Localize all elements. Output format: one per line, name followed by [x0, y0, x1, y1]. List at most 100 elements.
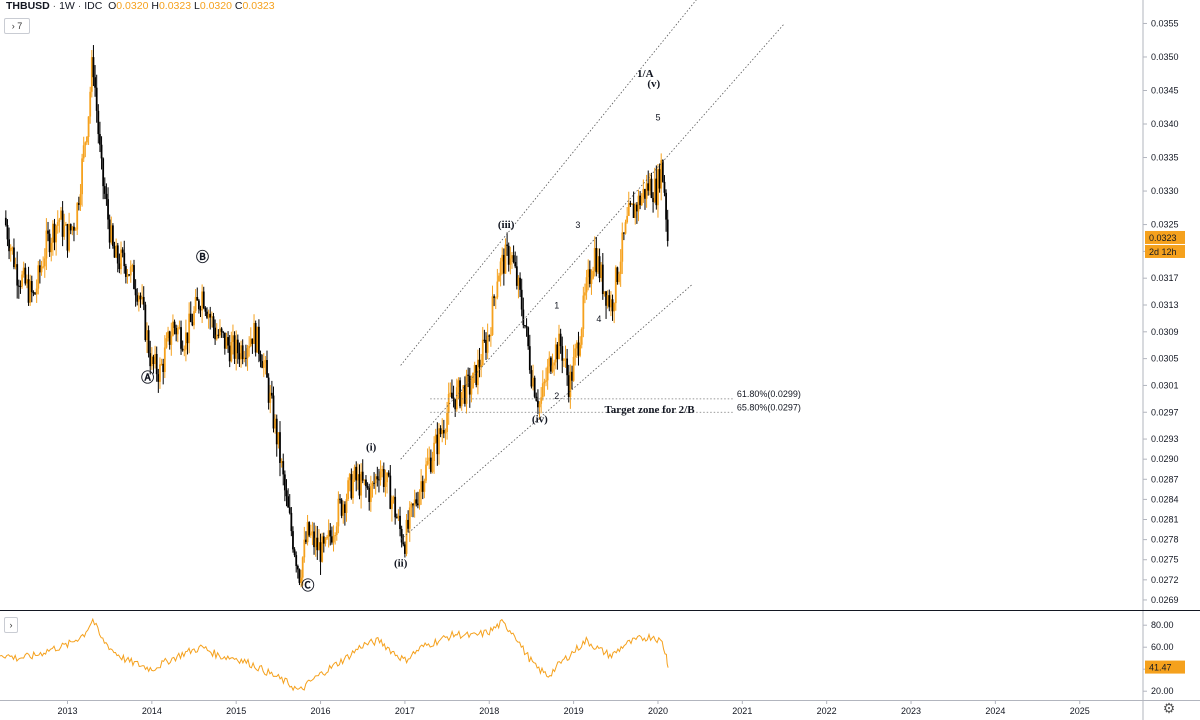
- time-tick-label: 2015: [226, 706, 246, 716]
- candle-body: [416, 503, 419, 506]
- candle-body: [597, 256, 599, 273]
- candle-body: [446, 412, 448, 432]
- separator: ·: [77, 0, 82, 12]
- candle-body: [306, 522, 309, 543]
- candle-body: [373, 482, 375, 484]
- candle-body: [261, 361, 264, 368]
- candle-body: [564, 358, 567, 360]
- candle-body: [277, 432, 280, 445]
- candle-body: [441, 429, 444, 435]
- candle-body: [301, 557, 304, 578]
- candle-body: [428, 457, 431, 462]
- candle-body: [340, 499, 343, 516]
- candle-body: [504, 244, 507, 274]
- candle-body: [270, 392, 273, 396]
- candle-body: [361, 471, 364, 481]
- price-tick-label: 0.0309: [1151, 327, 1179, 337]
- low-key: L: [193, 0, 200, 12]
- candle-body: [324, 538, 327, 544]
- price-tick-label: 0.0330: [1151, 186, 1179, 196]
- price-tick-label: 0.0313: [1151, 300, 1179, 310]
- candle-body: [452, 398, 455, 400]
- wave-label: Ⓑ: [196, 249, 209, 264]
- candle-body: [405, 519, 408, 554]
- candle-body: [264, 360, 267, 363]
- candle-body: [43, 258, 46, 267]
- candle-body: [590, 278, 593, 284]
- candle-body: [665, 192, 667, 220]
- candle-body: [619, 261, 622, 275]
- candle-body: [126, 274, 129, 277]
- price-tick-label: 0.0269: [1151, 595, 1179, 605]
- candle-body: [6, 225, 9, 240]
- candle-body: [658, 169, 661, 189]
- candle-body: [517, 277, 520, 286]
- indicator-pane[interactable]: [0, 617, 669, 692]
- candle-body: [434, 434, 437, 443]
- candle-body: [35, 288, 38, 295]
- candle-body: [358, 474, 361, 496]
- candle-body: [207, 313, 210, 318]
- low-value: 0.0320: [199, 0, 232, 12]
- candle-body: [159, 364, 161, 382]
- chevron-right-icon: ›: [11, 21, 15, 31]
- candle-body: [335, 526, 338, 536]
- candle-body: [280, 461, 283, 463]
- candle-body: [410, 503, 413, 508]
- candle-body: [491, 296, 494, 335]
- candle-body: [82, 145, 85, 159]
- candle-body: [318, 542, 320, 551]
- candle-body: [381, 469, 384, 472]
- settings-gear-icon[interactable]: ⚙: [1162, 700, 1176, 716]
- countdown-label: 2d 12h: [1149, 247, 1177, 257]
- close-value: 0.0323: [242, 0, 275, 12]
- candle-body: [470, 388, 473, 395]
- price-pane[interactable]: 61.80%(0.0299) 65.80%(0.0297) Target zone …: [4, 0, 801, 593]
- candle-body: [209, 313, 212, 318]
- candle-body: [339, 498, 341, 500]
- rsi-line[interactable]: [0, 617, 669, 692]
- symbol-label[interactable]: THBUSD: [6, 0, 50, 12]
- candle-body: [282, 461, 285, 475]
- candle-body: [246, 348, 249, 359]
- candle-body: [254, 323, 257, 353]
- candle-body: [334, 535, 337, 537]
- candle-body: [509, 258, 512, 265]
- time-tick-label: 2025: [1070, 706, 1090, 716]
- candle-body: [227, 337, 229, 346]
- time-tick-label: 2013: [57, 706, 77, 716]
- candle-body: [631, 203, 633, 205]
- candle-body: [97, 110, 100, 135]
- candle-body: [342, 504, 345, 516]
- candle-body: [89, 91, 92, 117]
- candle-body: [519, 277, 521, 290]
- candle-body: [136, 295, 139, 302]
- candle-body: [202, 291, 205, 309]
- candle-body: [554, 344, 557, 363]
- candle-body: [128, 274, 131, 276]
- candle-body: [272, 395, 275, 429]
- indicators-toggle-button[interactable]: › 7: [4, 18, 30, 34]
- candle-body: [514, 261, 517, 267]
- wave-label: 1/A: [637, 68, 654, 80]
- channel-line[interactable]: [400, 23, 785, 460]
- candle-body: [556, 344, 559, 360]
- candle-body: [404, 544, 406, 554]
- candle-body: [137, 295, 140, 302]
- candle-body: [611, 299, 614, 312]
- indicator-pane-toggle-button[interactable]: ›: [4, 617, 18, 633]
- candle-body: [123, 252, 126, 267]
- countdown-badge: [1145, 244, 1185, 258]
- candle-body: [279, 432, 281, 463]
- candle-body: [102, 158, 105, 187]
- time-axis[interactable]: 2013 2014 2015 2016 2017 2018 2019 2020 2021 2022…: [57, 700, 1090, 716]
- candle-body: [309, 533, 312, 536]
- price-tick-label: 0.0335: [1151, 153, 1179, 163]
- candle-body: [447, 393, 450, 413]
- candle-body: [574, 348, 577, 357]
- indicator-value-label: 41.47: [1149, 663, 1172, 673]
- interval-label[interactable]: 1W: [59, 0, 75, 12]
- time-tick-label: 2014: [142, 706, 162, 716]
- wave-label: (v): [647, 78, 660, 90]
